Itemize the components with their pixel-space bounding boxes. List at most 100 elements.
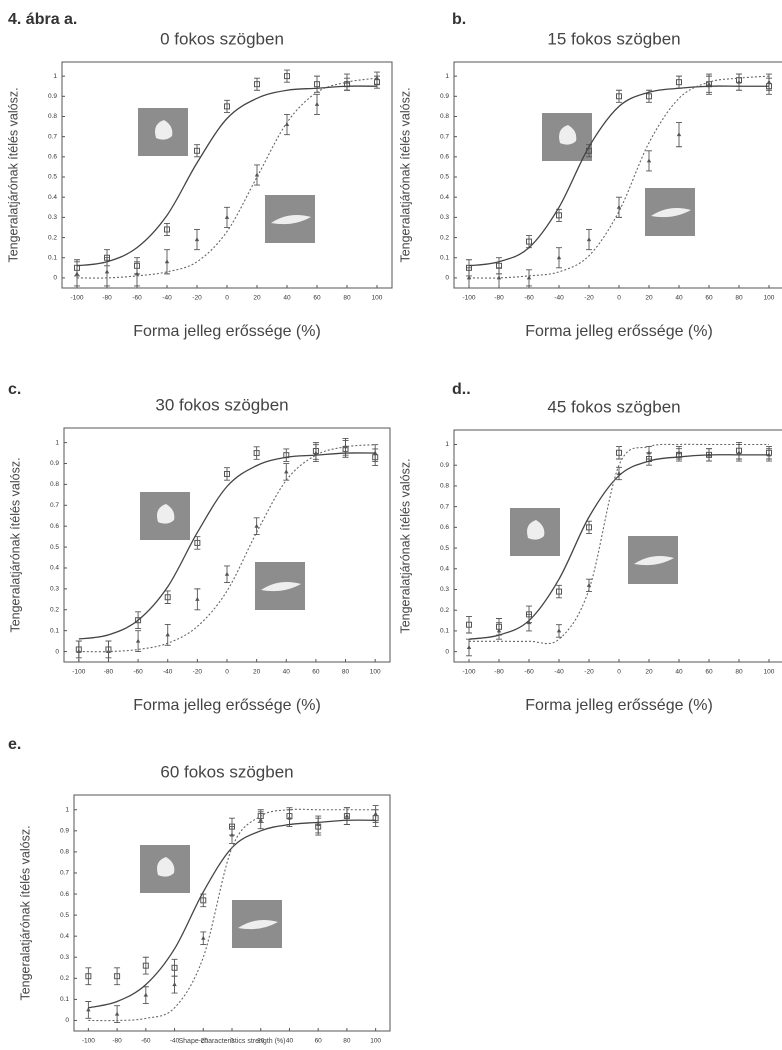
x-axis-label: Forma jelleg erőssége (%) bbox=[133, 323, 321, 340]
x-tick-label: 20 bbox=[645, 295, 653, 302]
y-tick-label: 0 bbox=[55, 648, 59, 655]
y-tick-label: 0.6 bbox=[48, 154, 57, 161]
data-point bbox=[557, 255, 561, 259]
y-tick-label: 0.2 bbox=[440, 234, 449, 241]
y-axis-label: Tengeralatjárónak ítélés valósz. bbox=[8, 457, 22, 632]
data-point bbox=[284, 469, 288, 473]
y-tick-label: 0.3 bbox=[50, 586, 59, 593]
y-tick-label: 0.1 bbox=[50, 627, 59, 634]
y-tick-label: 0.5 bbox=[48, 174, 57, 181]
chart-title: 15 fokos szögben bbox=[547, 29, 680, 48]
panel: e.60 fokos szögbenShape characteristics … bbox=[8, 736, 390, 1045]
data-point bbox=[767, 80, 771, 84]
y-axis-label: Tengeralatjárónak ítélés valósz. bbox=[398, 87, 412, 262]
x-tick-label: 40 bbox=[675, 669, 683, 676]
x-tick-label: 80 bbox=[343, 1038, 351, 1045]
y-axis-label: Tengeralatjárónak ítélés valósz. bbox=[6, 87, 20, 262]
y-tick-label: 0.7 bbox=[440, 133, 449, 140]
y-tick-label: 0.1 bbox=[60, 996, 69, 1003]
y-tick-label: 0.3 bbox=[440, 214, 449, 221]
y-tick-label: 0.2 bbox=[48, 234, 57, 241]
y-tick-label: 0.3 bbox=[48, 214, 57, 221]
y-tick-label: 0 bbox=[53, 275, 57, 282]
x-tick-label: 20 bbox=[253, 669, 261, 676]
panel-label: 4. ábra a. bbox=[8, 11, 77, 28]
x-tick-label: 40 bbox=[283, 295, 291, 302]
data-point bbox=[195, 237, 199, 241]
y-tick-label: 0.5 bbox=[440, 174, 449, 181]
y-tick-label: 1 bbox=[445, 73, 449, 80]
data-point bbox=[373, 811, 377, 815]
x-tick-label: -40 bbox=[163, 669, 173, 676]
y-tick-label: 0.9 bbox=[440, 462, 449, 469]
y-axis-label: Tengeralatjárónak ítélés valósz. bbox=[18, 825, 32, 1000]
data-point bbox=[136, 639, 140, 643]
y-tick-label: 0.9 bbox=[60, 828, 69, 835]
x-tick-label: 100 bbox=[372, 295, 383, 302]
x-tick-label: -80 bbox=[112, 1038, 122, 1045]
x-tick-label: -20 bbox=[199, 1038, 209, 1045]
data-point bbox=[195, 597, 199, 601]
y-tick-label: 0.4 bbox=[60, 933, 69, 940]
x-tick-label: 40 bbox=[675, 295, 683, 302]
y-tick-label: 0.7 bbox=[50, 502, 59, 509]
x-tick-label: -60 bbox=[133, 669, 143, 676]
x-axis-label: Forma jelleg erőssége (%) bbox=[525, 323, 713, 340]
y-tick-label: 0.6 bbox=[60, 891, 69, 898]
data-point bbox=[135, 271, 139, 275]
x-tick-label: 40 bbox=[283, 669, 291, 676]
x-tick-label: 100 bbox=[764, 295, 775, 302]
x-tick-label: -80 bbox=[102, 295, 112, 302]
y-tick-label: 0.3 bbox=[440, 586, 449, 593]
x-tick-label: 0 bbox=[617, 295, 621, 302]
data-point bbox=[647, 450, 651, 454]
data-point bbox=[315, 102, 319, 106]
data-point bbox=[105, 269, 109, 273]
y-tick-label: 0.7 bbox=[60, 870, 69, 877]
x-tick-label: -20 bbox=[584, 669, 594, 676]
y-tick-label: 0.5 bbox=[440, 545, 449, 552]
x-tick-label: -20 bbox=[584, 295, 594, 302]
data-point bbox=[115, 1012, 119, 1016]
y-tick-label: 0 bbox=[65, 1017, 69, 1024]
data-point bbox=[75, 271, 79, 275]
chart-title: 60 fokos szögben bbox=[160, 762, 293, 781]
x-tick-label: 40 bbox=[286, 1038, 294, 1045]
data-point bbox=[166, 632, 170, 636]
y-tick-label: 0.4 bbox=[48, 194, 57, 201]
data-point bbox=[737, 80, 741, 84]
y-tick-label: 0.6 bbox=[440, 524, 449, 531]
y-tick-label: 0.1 bbox=[48, 254, 57, 261]
x-tick-label: 60 bbox=[313, 295, 321, 302]
fit-curve bbox=[469, 86, 769, 266]
panel-label: d.. bbox=[452, 381, 471, 398]
y-tick-label: 0.6 bbox=[50, 523, 59, 530]
y-tick-label: 0.1 bbox=[440, 254, 449, 261]
x-tick-label: -100 bbox=[82, 1038, 95, 1045]
x-tick-label: 20 bbox=[257, 1038, 265, 1045]
y-tick-label: 0.8 bbox=[50, 481, 59, 488]
y-tick-label: 0.9 bbox=[48, 93, 57, 100]
y-tick-label: 1 bbox=[55, 439, 59, 446]
y-tick-label: 1 bbox=[445, 441, 449, 448]
panel-label: c. bbox=[8, 381, 21, 398]
y-tick-label: 0 bbox=[445, 275, 449, 282]
y-tick-label: 0.4 bbox=[440, 194, 449, 201]
data-point bbox=[225, 215, 229, 219]
chart-title: 0 fokos szögben bbox=[160, 29, 284, 48]
plot-frame bbox=[454, 62, 782, 288]
data-point bbox=[172, 982, 176, 986]
data-point bbox=[144, 993, 148, 997]
x-tick-label: 0 bbox=[225, 669, 229, 676]
x-tick-label: 20 bbox=[645, 669, 653, 676]
chart-title: 30 fokos szögben bbox=[155, 395, 288, 414]
data-point bbox=[467, 645, 471, 649]
data-point bbox=[165, 259, 169, 263]
x-tick-label: 60 bbox=[312, 669, 320, 676]
x-tick-label: 80 bbox=[735, 295, 743, 302]
x-tick-label: -40 bbox=[554, 295, 564, 302]
y-tick-label: 0 bbox=[445, 648, 449, 655]
panel: d..45 fokos szögbenForma jelleg erőssége… bbox=[398, 381, 782, 714]
x-tick-label: -60 bbox=[524, 669, 534, 676]
